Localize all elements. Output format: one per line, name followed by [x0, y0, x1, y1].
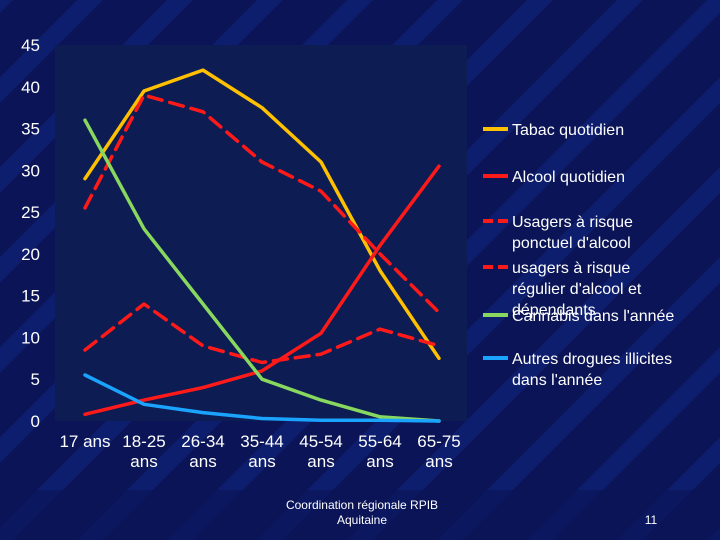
x-tick-label: 55-64 ans: [358, 432, 401, 471]
x-tick-label: 17 ans: [59, 432, 110, 451]
x-tick-label: 26-34 ans: [181, 432, 224, 471]
y-tick-label: 25: [21, 203, 40, 222]
legend-label-6: Autres drogues illicites dans l'année: [512, 351, 672, 389]
legend-label-4: usagers à risque régulier d'alcool et dépe…: [512, 260, 642, 319]
y-tick-label: 5: [31, 370, 40, 389]
x-tick-label: 35-44 ans: [240, 432, 283, 471]
series-line-4: [83, 302, 441, 365]
x-tick-label: 18-25 ans: [122, 432, 165, 471]
legend-label-1: Tabac quotidien: [512, 122, 624, 139]
y-tick-label: 20: [21, 245, 40, 264]
footer-line-2: Aquitaine: [336, 513, 388, 527]
series-line-2: [83, 164, 441, 417]
x-tick-label: 65-75 ans: [417, 432, 460, 471]
y-tick-label: 45: [21, 36, 40, 55]
series-line-3: [83, 93, 441, 315]
footer-text: Coordination régionale RPIB Aquitaine: [262, 498, 462, 528]
legend-label-2: Alcool quotidien: [512, 169, 625, 186]
x-tick-label: 45-54 ans: [299, 432, 342, 471]
y-tick-label: 40: [21, 78, 40, 97]
series-line-6: [83, 373, 441, 423]
y-tick-label: 35: [21, 120, 40, 139]
footer-line-1: Coordination régionale RPIB: [285, 498, 439, 512]
page-number: 11: [644, 513, 658, 527]
y-tick-label: 0: [31, 412, 40, 431]
legend-label-3: Usagers à risque ponctuel d'alcool: [512, 214, 633, 252]
series-line-5: [83, 118, 441, 423]
y-tick-label: 15: [21, 287, 40, 306]
y-tick-label: 10: [21, 328, 40, 347]
legend-label-5: Cannabis dans l'année: [512, 308, 674, 325]
plot-area: [55, 45, 467, 421]
series-line-1: [83, 68, 441, 361]
y-tick-label: 30: [21, 161, 40, 180]
